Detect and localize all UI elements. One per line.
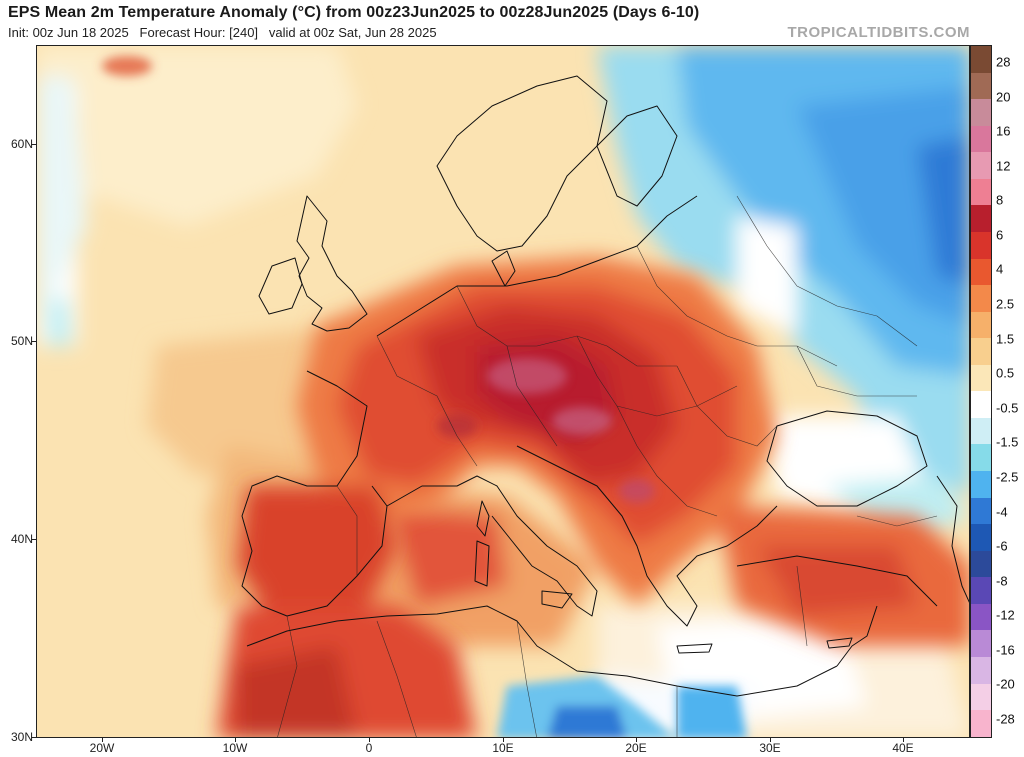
colorbar-tick-label: -4 bbox=[996, 504, 1008, 520]
colorbar-segment bbox=[971, 72, 991, 100]
colorbar-segment bbox=[971, 364, 991, 392]
colorbar-tick-label: 4 bbox=[996, 261, 1004, 277]
lat-label-40n: 40N bbox=[10, 532, 33, 546]
coastlines bbox=[241, 75, 969, 697]
lon-label-30e: 30E bbox=[759, 741, 781, 755]
lat-tick-40n bbox=[31, 539, 36, 540]
colorbar-segment bbox=[971, 125, 991, 153]
lon-label-20e: 20E bbox=[625, 741, 647, 755]
colorbar-segment bbox=[971, 497, 991, 525]
lat-label-30n: 30N bbox=[10, 730, 33, 744]
colorbar-segment bbox=[971, 311, 991, 339]
colorbar-segment bbox=[971, 205, 991, 232]
lon-label-0: 0 bbox=[365, 741, 373, 755]
colorbar-segment bbox=[971, 444, 991, 471]
colorbar-tick-label: -12 bbox=[996, 607, 1015, 623]
colorbar-tick-label: 2.5 bbox=[996, 296, 1015, 312]
colorbar-tick-label: 6 bbox=[996, 227, 1004, 243]
brand-watermark: TROPICALTIDBITS.COM bbox=[787, 24, 970, 41]
colorbar-segment bbox=[971, 630, 991, 657]
colorbar-legend bbox=[970, 45, 992, 738]
colorbar-tick-label: 1.5 bbox=[996, 331, 1015, 347]
lon-tick-0 bbox=[369, 738, 370, 742]
colorbar-tick-label: 0.5 bbox=[996, 365, 1015, 381]
lat-label-60n: 60N bbox=[10, 137, 33, 151]
colorbar-tick-label: -0.5 bbox=[996, 400, 1019, 416]
colorbar-segment bbox=[971, 471, 991, 498]
colorbar-segment bbox=[971, 417, 991, 445]
colorbar-tick-label: -1.5 bbox=[996, 434, 1019, 450]
anomaly-map-graphic bbox=[37, 46, 969, 737]
colorbar-tick-label: -8 bbox=[996, 573, 1008, 589]
colorbar-segment bbox=[971, 338, 991, 365]
country-borders bbox=[277, 195, 938, 737]
lon-tick-40e bbox=[903, 738, 904, 742]
colorbar-tick-label: -2.5 bbox=[996, 469, 1019, 485]
lon-tick-10e bbox=[503, 738, 504, 742]
colorbar-tick-label: -28 bbox=[996, 711, 1015, 727]
map-subtitle: Init: 00z Jun 18 2025 Forecast Hour: [24… bbox=[8, 25, 437, 40]
colorbar-tick-label: 16 bbox=[996, 123, 1011, 139]
colorbar-segment bbox=[971, 524, 991, 551]
lat-tick-60n bbox=[31, 144, 36, 145]
map-title: EPS Mean 2m Temperature Anomaly (°C) fro… bbox=[8, 4, 700, 21]
colorbar-segment bbox=[971, 710, 991, 737]
colorbar-tick-label: -20 bbox=[996, 676, 1015, 692]
lat-tick-50n bbox=[31, 341, 36, 342]
colorbar-tick-label: 8 bbox=[996, 192, 1004, 208]
lat-label-50n: 50N bbox=[10, 334, 33, 348]
colorbar-tick-label: -16 bbox=[996, 642, 1015, 658]
colorbar-segment bbox=[971, 391, 991, 418]
africa-cool-patches bbox=[497, 676, 747, 737]
lon-tick-20e bbox=[636, 738, 637, 742]
lon-tick-30e bbox=[770, 738, 771, 742]
lon-label-20w: 20W bbox=[89, 741, 115, 755]
lon-label-10e: 10E bbox=[492, 741, 514, 755]
lon-tick-10w bbox=[235, 738, 236, 742]
colorbar-segment bbox=[971, 46, 991, 73]
colorbar-segment bbox=[971, 550, 991, 578]
colorbar-segment bbox=[971, 152, 991, 179]
colorbar-segment bbox=[971, 231, 991, 259]
colorbar-segment bbox=[971, 178, 991, 206]
lat-tick-30n bbox=[31, 737, 36, 738]
colorbar-segment bbox=[971, 258, 991, 286]
lon-label-10w: 10W bbox=[222, 741, 248, 755]
colorbar-segment bbox=[971, 683, 991, 711]
colorbar-tick-label: -6 bbox=[996, 538, 1008, 554]
colorbar-segment bbox=[971, 603, 991, 631]
colorbar-tick-label: 28 bbox=[996, 54, 1011, 70]
colorbar-segment bbox=[971, 577, 991, 604]
cool-anomaly-region bbox=[597, 46, 969, 546]
lon-tick-20w bbox=[102, 738, 103, 742]
colorbar-segment bbox=[971, 99, 991, 126]
colorbar-segment bbox=[971, 285, 991, 312]
colorbar-tick-label: 12 bbox=[996, 158, 1011, 174]
extreme-heat-spots bbox=[102, 56, 655, 503]
colorbar-tick-label: 20 bbox=[996, 89, 1011, 105]
lon-label-40e: 40E bbox=[892, 741, 914, 755]
anomaly-map bbox=[36, 45, 970, 738]
colorbar-segment bbox=[971, 656, 991, 684]
